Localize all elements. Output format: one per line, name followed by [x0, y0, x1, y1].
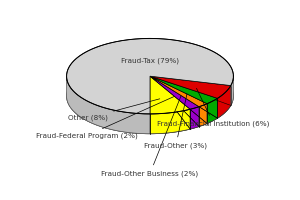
- Text: Fraud-Other Business (2%): Fraud-Other Business (2%): [101, 96, 199, 177]
- Polygon shape: [67, 76, 233, 134]
- Polygon shape: [150, 76, 231, 98]
- Polygon shape: [150, 76, 190, 114]
- Polygon shape: [218, 86, 231, 118]
- Polygon shape: [67, 76, 233, 134]
- Polygon shape: [150, 76, 207, 107]
- Polygon shape: [150, 76, 199, 109]
- Text: Fraud-Federal Program (2%): Fraud-Federal Program (2%): [36, 96, 174, 139]
- Polygon shape: [150, 76, 218, 104]
- Text: Fraud-Tax (79%): Fraud-Tax (79%): [121, 58, 179, 64]
- Polygon shape: [207, 98, 217, 124]
- Polygon shape: [199, 104, 207, 127]
- Text: Fraud-Other (3%): Fraud-Other (3%): [144, 94, 207, 149]
- Text: Fraud-Financial Institution (6%): Fraud-Financial Institution (6%): [158, 88, 270, 127]
- Polygon shape: [150, 109, 190, 134]
- Polygon shape: [67, 38, 233, 114]
- Text: Other (8%): Other (8%): [68, 99, 160, 121]
- Polygon shape: [67, 58, 233, 134]
- Polygon shape: [190, 107, 199, 129]
